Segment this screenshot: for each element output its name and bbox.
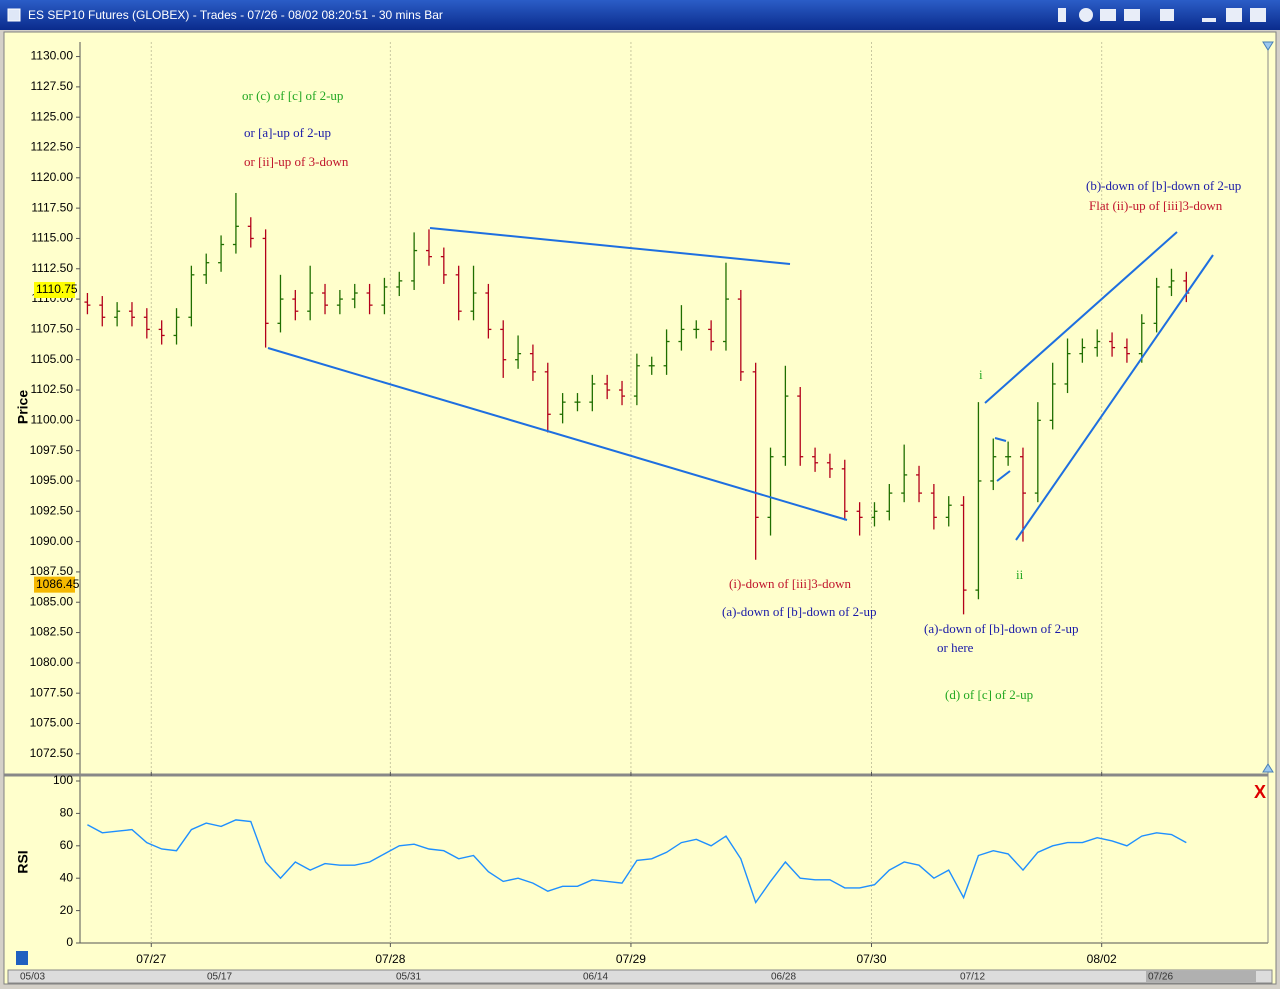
scrollbar-label: 06/14 bbox=[583, 972, 608, 983]
y-tick-label: 0 bbox=[66, 935, 73, 949]
scrollbar-label: 05/17 bbox=[207, 972, 232, 983]
annotation: Flat (ii)-up of [iii]3-down bbox=[1089, 198, 1223, 213]
help-button[interactable] bbox=[1079, 8, 1093, 22]
x-tick-label: 07/27 bbox=[136, 952, 166, 966]
price-marker-label: 1110.75 bbox=[36, 282, 78, 296]
y-axis-label: Price bbox=[15, 390, 31, 424]
layout-button[interactable] bbox=[1160, 9, 1174, 21]
y-tick-label: 60 bbox=[60, 838, 74, 852]
scrollbar[interactable] bbox=[7, 969, 1273, 984]
y-tick-label: 40 bbox=[60, 870, 74, 884]
trend-line bbox=[429, 227, 791, 265]
annotation: (b)-down of [b]-down of 2-up bbox=[1086, 178, 1241, 193]
y-tick-label: 1082.50 bbox=[30, 625, 74, 639]
y-tick-label: 1090.00 bbox=[30, 534, 74, 548]
x-tick-label: 08/02 bbox=[1087, 952, 1117, 966]
scrollbar-label: 05/31 bbox=[396, 972, 421, 983]
y-tick-label: 1100.00 bbox=[31, 413, 74, 427]
y-tick-label: 1085.00 bbox=[30, 594, 74, 608]
scroll-handle[interactable] bbox=[1262, 763, 1274, 773]
indicator-icon[interactable] bbox=[16, 951, 28, 965]
y-tick-label: 1080.00 bbox=[30, 655, 74, 669]
pin-button[interactable] bbox=[1058, 8, 1066, 22]
y-tick-label: 80 bbox=[60, 806, 74, 820]
annotation: ii bbox=[1016, 567, 1024, 582]
price-marker-label: 1086.45 bbox=[36, 577, 80, 591]
annotation: (a)-down of [b]-down of 2-up bbox=[924, 621, 1079, 636]
scrollbar-label: 05/03 bbox=[20, 972, 45, 983]
trend-line bbox=[1015, 254, 1214, 541]
annotation: i bbox=[979, 367, 983, 382]
toolbar bbox=[1058, 8, 1266, 22]
trend-line bbox=[996, 470, 1011, 482]
y-tick-label: 1130.00 bbox=[31, 49, 74, 63]
window-icon bbox=[7, 8, 21, 22]
scrollbar-label: 07/12 bbox=[960, 972, 985, 983]
y-tick-label: 100 bbox=[53, 773, 73, 787]
y-tick-label: 20 bbox=[60, 903, 74, 917]
close-button[interactable] bbox=[1250, 8, 1266, 22]
y-tick-label: 1097.50 bbox=[30, 443, 74, 457]
annotation: or here bbox=[937, 640, 974, 655]
drawing-tools bbox=[267, 227, 1214, 541]
price-panel: 1130.00 1127.50 1125.00 1122.50 1120.00 1117.… bbox=[15, 42, 1241, 776]
print-button[interactable] bbox=[1100, 9, 1116, 21]
annotation: or (c) of [c] of 2-up bbox=[242, 88, 343, 103]
close-indicator[interactable]: X bbox=[1254, 782, 1266, 802]
annotation: (d) of [c] of 2-up bbox=[945, 687, 1033, 702]
y-tick-label: 1072.50 bbox=[30, 746, 74, 760]
y-tick-label: 1115.00 bbox=[31, 231, 73, 245]
y-tick-label: 1087.50 bbox=[30, 564, 74, 578]
annotation: or [a]-up of 2-up bbox=[244, 125, 331, 140]
tools-button[interactable] bbox=[1124, 9, 1140, 21]
title-bar bbox=[0, 0, 1280, 30]
y-tick-label: 1112.50 bbox=[31, 261, 73, 275]
window-title: ES SEP10 Futures (GLOBEX) - Trades - 07/… bbox=[28, 8, 443, 22]
y-tick-label: 1105.00 bbox=[31, 352, 74, 366]
y-tick-label: 1092.50 bbox=[30, 503, 74, 517]
scroll-handle[interactable] bbox=[1262, 41, 1274, 51]
rsi-panel: 07/27 07/28 07/29 07/30 08/02 0 20 40 60 80 100 RSI bbox=[15, 773, 1187, 966]
x-tick-label: 07/28 bbox=[375, 952, 405, 966]
x-tick-label: 07/29 bbox=[616, 952, 646, 966]
y-tick-label: 1107.50 bbox=[31, 322, 74, 336]
y-tick-label: 1122.50 bbox=[31, 140, 74, 154]
minimize-button[interactable] bbox=[1202, 18, 1216, 22]
trend-line bbox=[994, 437, 1007, 442]
annotation: or [ii]-up of 3-down bbox=[244, 154, 349, 169]
annotation: (a)-down of [b]-down of 2-up bbox=[722, 604, 877, 619]
y-axis-label: RSI bbox=[15, 850, 31, 873]
maximize-button[interactable] bbox=[1226, 8, 1242, 22]
y-tick-label: 1095.00 bbox=[30, 473, 74, 487]
x-tick-label: 07/30 bbox=[856, 952, 886, 966]
trend-line bbox=[267, 347, 848, 521]
y-tick-label: 1102.50 bbox=[31, 382, 74, 396]
y-tick-label: 1127.50 bbox=[31, 79, 74, 93]
y-tick-label: 1125.00 bbox=[31, 109, 74, 123]
price-marker bbox=[34, 281, 75, 298]
scrollbar-label: 06/28 bbox=[771, 972, 796, 983]
scrollbar-thumb[interactable] bbox=[1146, 971, 1256, 982]
y-tick-label: 1120.00 bbox=[31, 170, 74, 184]
annotation: (i)-down of [iii]3-down bbox=[729, 576, 852, 591]
y-tick-label: 1117.50 bbox=[31, 200, 73, 214]
y-tick-label: 1075.00 bbox=[30, 716, 74, 730]
y-tick-label: 1077.50 bbox=[30, 685, 74, 699]
scrollbar-label: 07/26 bbox=[1148, 972, 1173, 983]
rsi-line bbox=[87, 819, 1187, 905]
trend-line bbox=[984, 231, 1178, 404]
price-marker bbox=[34, 576, 75, 593]
